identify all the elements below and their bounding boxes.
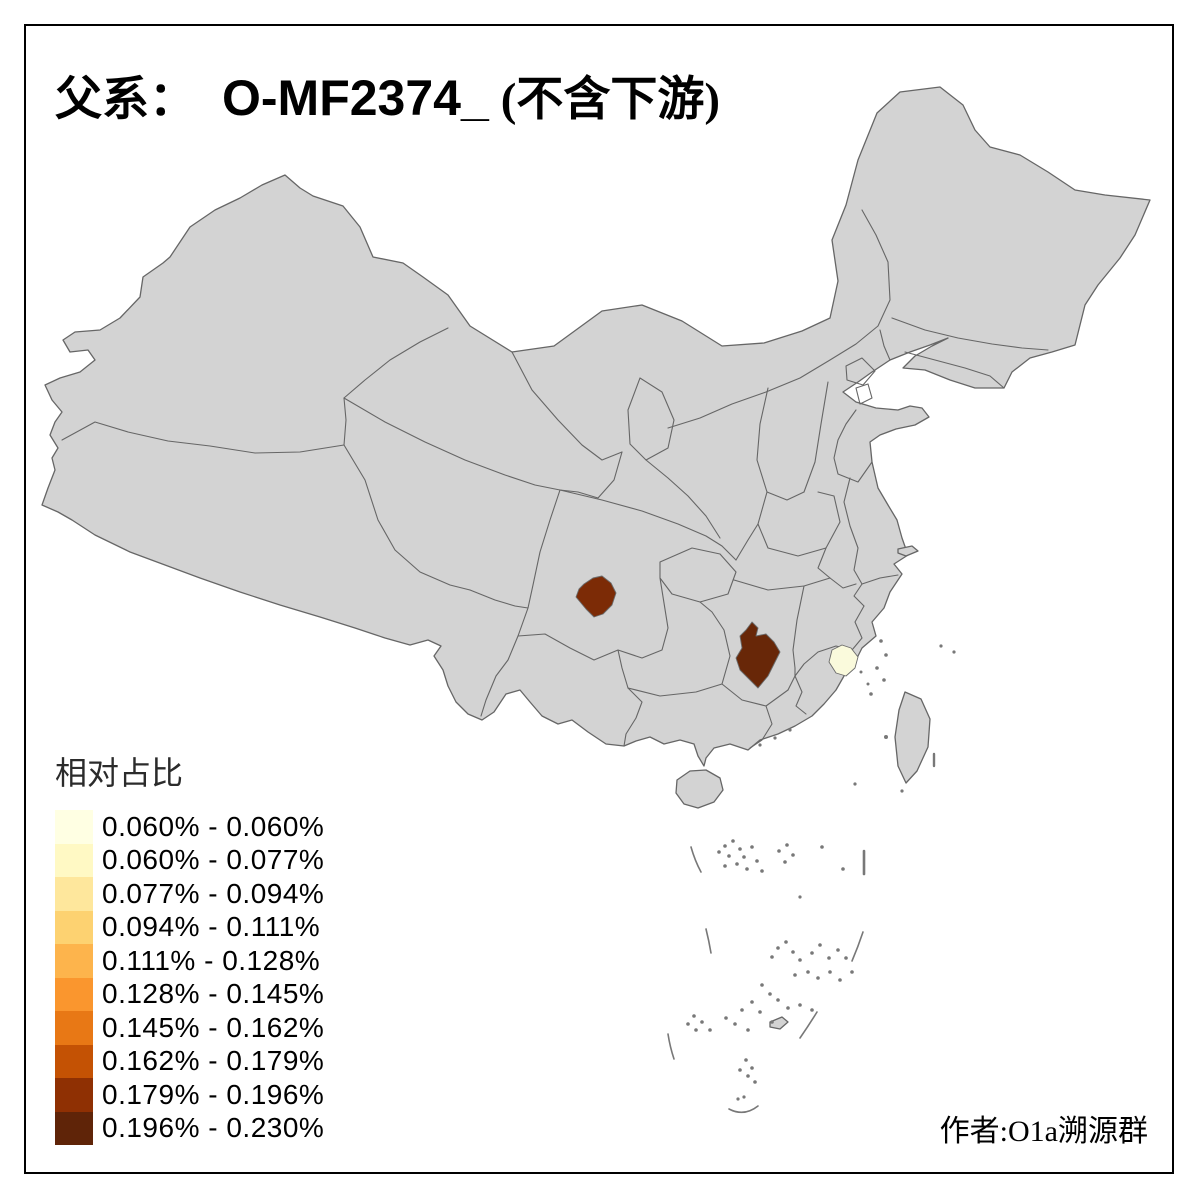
dash-line-segments — [667, 752, 936, 1114]
title-prefix: 父系： — [55, 74, 196, 126]
legend-label: 0.094% - 0.111% — [102, 911, 321, 943]
title-suffix: (不含下游) — [500, 74, 721, 126]
legend-label: 0.128% - 0.145% — [102, 978, 325, 1010]
legend-label: 0.196% - 0.230% — [102, 1112, 325, 1144]
legend-swatch — [55, 944, 93, 978]
page-title: 父系： O-MF2374_ (不含下游) — [55, 60, 720, 129]
legend-swatch — [55, 1111, 93, 1145]
province-borders — [61, 209, 1049, 749]
legend: 相对占比 0.060% - 0.060% 0.060% - 0.077% 0.077… — [55, 748, 324, 1145]
legend-row: 0.179% - 0.196% — [55, 1078, 324, 1112]
highlight-region-hunan — [735, 621, 781, 689]
legend-row: 0.060% - 0.077% — [55, 843, 325, 877]
legend-row: 0.094% - 0.111% — [55, 910, 324, 944]
legend-swatch — [55, 1044, 93, 1078]
highlight-region-fujian — [828, 644, 859, 677]
highlight-region-sichuan — [575, 575, 617, 618]
legend-swatch — [55, 910, 93, 944]
china-mainland — [41, 86, 1151, 767]
legend-row: 0.111% - 0.128% — [55, 944, 324, 978]
legend-row: 0.145% - 0.162% — [55, 1011, 324, 1045]
south-china-sea-marks — [667, 639, 956, 1114]
title-haplogroup: O-MF2374_ — [222, 70, 489, 126]
itu-aba-island — [769, 1016, 789, 1030]
legend-swatch — [55, 877, 93, 911]
legend-row: 0.162% - 0.179% — [55, 1044, 325, 1078]
legend-label: 0.162% - 0.179% — [102, 1045, 325, 1077]
legend-swatch — [55, 810, 93, 844]
legend-swatch — [55, 977, 93, 1011]
legend-rows: 0.060% - 0.060% 0.060% - 0.077% 0.077% - 0… — [55, 810, 324, 1145]
legend-label: 0.060% - 0.060% — [102, 810, 325, 842]
legend-row: 0.077% - 0.094% — [55, 877, 324, 911]
legend-label: 0.060% - 0.077% — [102, 844, 325, 876]
island-dots — [686, 639, 956, 1101]
author-credit: 作者:O1a溯源群 — [939, 1115, 1148, 1148]
taiwan-island — [894, 691, 931, 784]
legend-row: 0.128% - 0.145% — [55, 977, 325, 1011]
hainan-island — [675, 769, 724, 809]
legend-swatch — [55, 843, 93, 877]
legend-swatch — [55, 1078, 93, 1112]
chongming-island — [897, 545, 919, 557]
legend-label: 0.179% - 0.196% — [102, 1078, 325, 1110]
legend-label: 0.111% - 0.128% — [102, 944, 321, 976]
legend-row: 0.196% - 0.230% — [55, 1111, 325, 1145]
legend-swatch — [55, 1011, 93, 1045]
legend-label: 0.077% - 0.094% — [102, 877, 325, 909]
legend-title: 相对占比 — [55, 755, 184, 791]
legend-label: 0.145% - 0.162% — [102, 1011, 325, 1043]
islands — [675, 545, 931, 1030]
legend-row: 0.060% - 0.060% — [55, 810, 324, 844]
highlighted-regions — [575, 575, 859, 689]
